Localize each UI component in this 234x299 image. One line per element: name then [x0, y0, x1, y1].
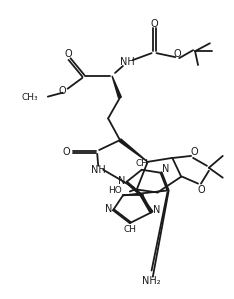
Text: N: N: [162, 164, 169, 174]
Text: N: N: [105, 204, 113, 214]
Polygon shape: [137, 190, 153, 213]
Text: O: O: [197, 184, 205, 195]
Text: O: O: [151, 19, 158, 28]
Text: HO: HO: [108, 186, 122, 195]
Text: NH₂: NH₂: [142, 276, 161, 286]
Text: O: O: [65, 49, 72, 59]
Polygon shape: [119, 139, 148, 162]
Text: N: N: [118, 176, 126, 186]
Text: O: O: [173, 49, 181, 59]
Text: O: O: [59, 86, 66, 96]
Text: NH: NH: [121, 57, 135, 67]
Text: N: N: [153, 205, 160, 215]
Text: O: O: [190, 147, 198, 157]
Text: CH₃: CH₃: [21, 93, 38, 102]
Text: CH: CH: [135, 159, 148, 168]
Text: O: O: [63, 147, 70, 157]
Polygon shape: [112, 76, 121, 98]
Text: CH: CH: [123, 225, 136, 234]
Text: NH: NH: [91, 165, 106, 175]
